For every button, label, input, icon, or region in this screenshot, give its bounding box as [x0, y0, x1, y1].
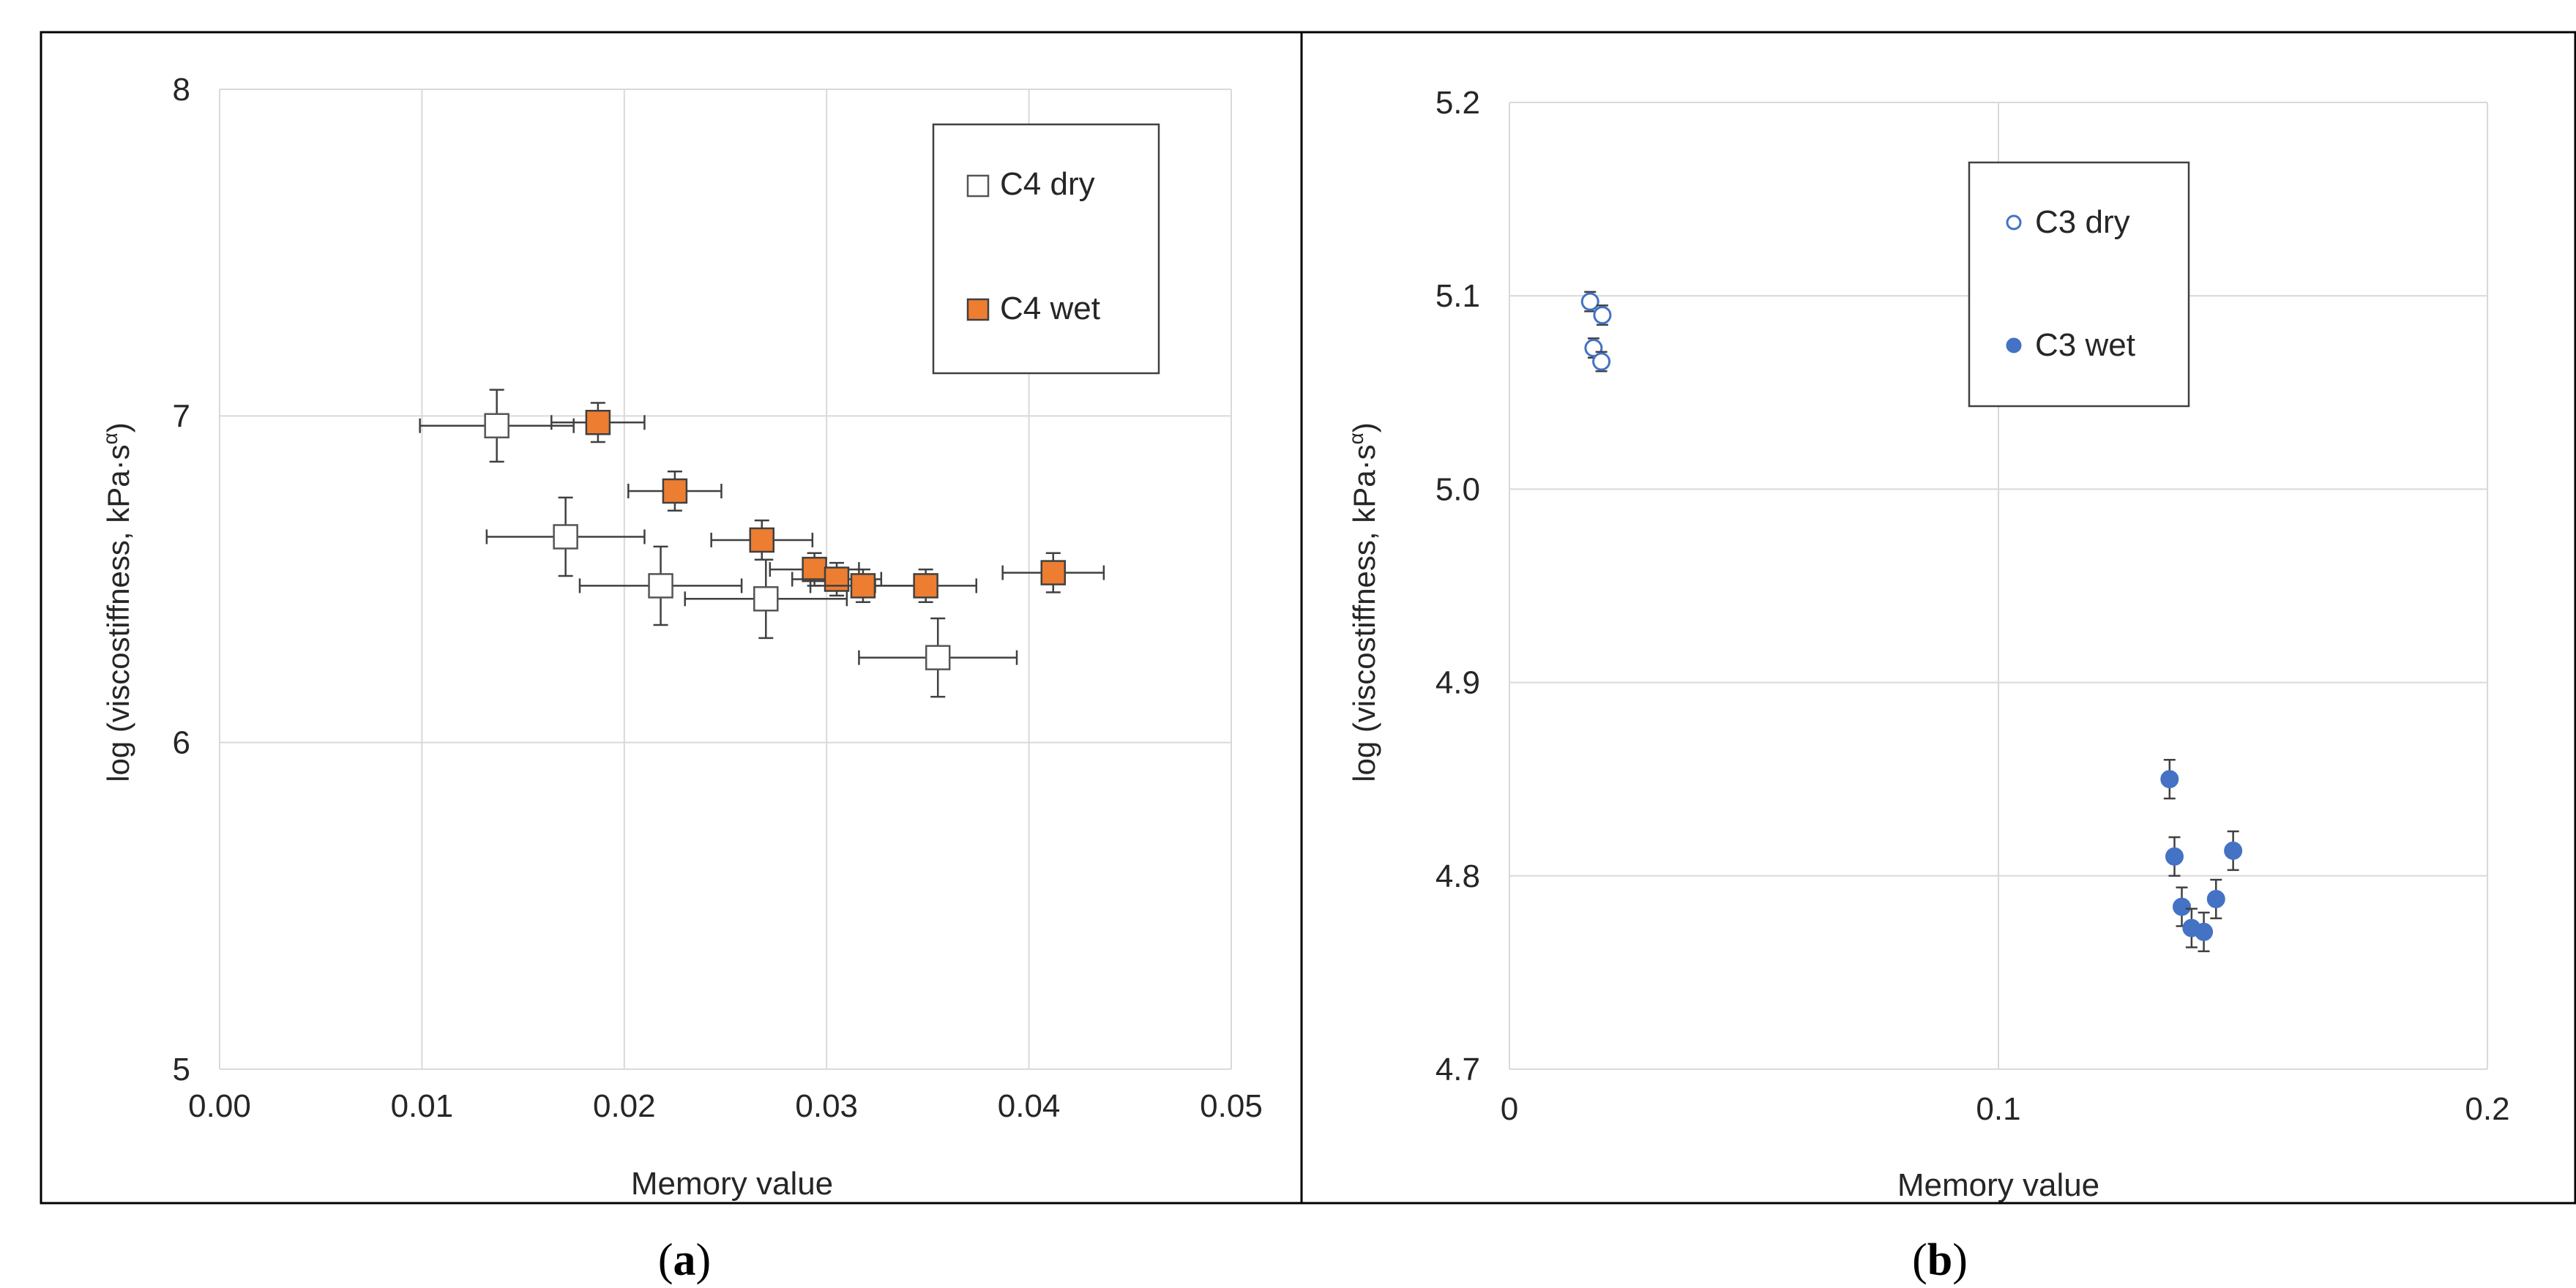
data-point [791, 561, 883, 597]
y-tick-label: 4.7 [1436, 1052, 1480, 1087]
legend-swatch-c4-dry [966, 174, 990, 198]
x-tick-label: 0.01 [391, 1088, 454, 1124]
marker-c3-dry [1593, 306, 1612, 325]
data-point [684, 558, 848, 640]
panel-a-axes: 0.00 0.01 0.02 0.03 0.04 0.05 5 6 7 8 [173, 72, 1263, 1124]
data-point [874, 568, 977, 603]
data-point [550, 402, 646, 443]
data-point [578, 545, 743, 626]
marker-c4-wet [749, 527, 775, 553]
marker-c3-dry [1592, 352, 1611, 371]
y-tick-label: 6 [173, 725, 190, 761]
data-point [485, 496, 646, 577]
y-tick-label: 7 [173, 398, 190, 434]
data-point [1593, 304, 1612, 326]
marker-c4-dry [925, 645, 951, 670]
marker-c3-wet [2224, 841, 2243, 860]
data-point [1580, 291, 1599, 312]
data-point [419, 389, 575, 463]
marker-c3-wet [2206, 890, 2225, 909]
panel-a-xlabel: Memory value [631, 1166, 833, 1202]
data-point [2160, 759, 2179, 800]
marker-c3-wet [2195, 922, 2214, 941]
marker-c3-wet [2160, 770, 2179, 789]
panel-b-marks [1580, 291, 2243, 953]
data-point [627, 470, 723, 512]
marker-c4-wet [824, 566, 850, 592]
y-tick-label: 5.0 [1436, 471, 1480, 507]
x-tick-label: 0.2 [2465, 1091, 2509, 1127]
marker-c4-wet [585, 410, 611, 435]
panel-b: 0 0.1 0.24.74.84.95.05.15.2 C3 dry C3 wet … [1345, 85, 2510, 1285]
panel-b-legend: C3 dry C3 wet [1968, 161, 2190, 408]
marker-c4-dry [553, 524, 578, 550]
data-point [2165, 836, 2184, 877]
data-point [710, 519, 814, 561]
data-point [2206, 878, 2225, 920]
x-tick-label: 0 [1501, 1091, 1518, 1127]
data-point [1592, 351, 1611, 372]
y-tick-label: 8 [173, 72, 190, 108]
y-tick-label: 4.8 [1436, 858, 1480, 894]
marker-c4-wet [802, 556, 827, 583]
panel-b-caption: (b) [1912, 1235, 1968, 1285]
y-tick-label: 5.2 [1436, 85, 1480, 121]
x-tick-label: 0.05 [1200, 1088, 1263, 1124]
marker-c3-wet [2165, 847, 2184, 866]
legend-swatch-c3-wet [2006, 337, 2022, 353]
panel-a-legend: C4 dry C4 wet [932, 123, 1160, 375]
legend-label-c4-wet: C4 wet [1000, 291, 1100, 326]
legend-label-c3-dry: C3 dry [2035, 204, 2130, 240]
marker-c4-dry [484, 413, 509, 438]
data-point [2224, 830, 2243, 872]
figure-frame [40, 31, 2576, 1205]
x-tick-label: 0.00 [188, 1088, 251, 1124]
data-point [2195, 911, 2214, 953]
x-tick-label: 0.04 [998, 1088, 1061, 1124]
panel-a-marks [419, 389, 1105, 698]
panel-a-grid [219, 89, 1232, 1070]
panel-b-ylabel: log (viscostiffness, kPa·sα) [1345, 422, 1381, 782]
panel-b-axes: 0 0.1 0.2 4.7 4.8 4.9 5.0 5.1 5.2 [1436, 85, 2510, 1127]
x-tick-label: 0.02 [593, 1088, 656, 1124]
legend-label-c3-wet: C3 wet [2035, 327, 2135, 363]
data-point [2182, 907, 2201, 948]
panel-b-xlabel: Memory value [1897, 1167, 2099, 1203]
panel-a-legend-box [932, 123, 1160, 375]
panel-b-legend-box [1968, 161, 2190, 408]
marker-c4-wet [1040, 560, 1067, 585]
x-tick-label: 0.1 [1976, 1091, 2020, 1127]
marker-c4-dry [648, 573, 673, 599]
legend-swatch-c3-dry [2006, 214, 2022, 231]
marker-c4-wet [913, 573, 938, 599]
panel-a-caption: (a) [658, 1235, 711, 1285]
panel-a-ylabel: log (viscostiffness, kPa·sα) [99, 422, 135, 782]
legend-label-c4-dry: C4 dry [1000, 166, 1095, 202]
y-tick-label: 4.9 [1436, 665, 1480, 701]
panel-a: 0.00 0.01 0.02 0.03 0.04 0.05 5 6 7 8 C4 dry C4 w… [99, 72, 1263, 1285]
data-point [1001, 552, 1105, 594]
legend-swatch-c4-wet [966, 298, 990, 321]
y-tick-label: 5 [173, 1052, 190, 1087]
marker-c3-dry [1580, 292, 1599, 311]
marker-c4-wet [850, 573, 876, 599]
data-point [858, 617, 1018, 698]
x-tick-label: 0.03 [795, 1088, 858, 1124]
marker-c4-wet [662, 478, 688, 504]
y-tick-label: 5.1 [1436, 278, 1480, 314]
marker-c3-wet [2173, 897, 2191, 916]
marker-c4-dry [753, 586, 779, 612]
